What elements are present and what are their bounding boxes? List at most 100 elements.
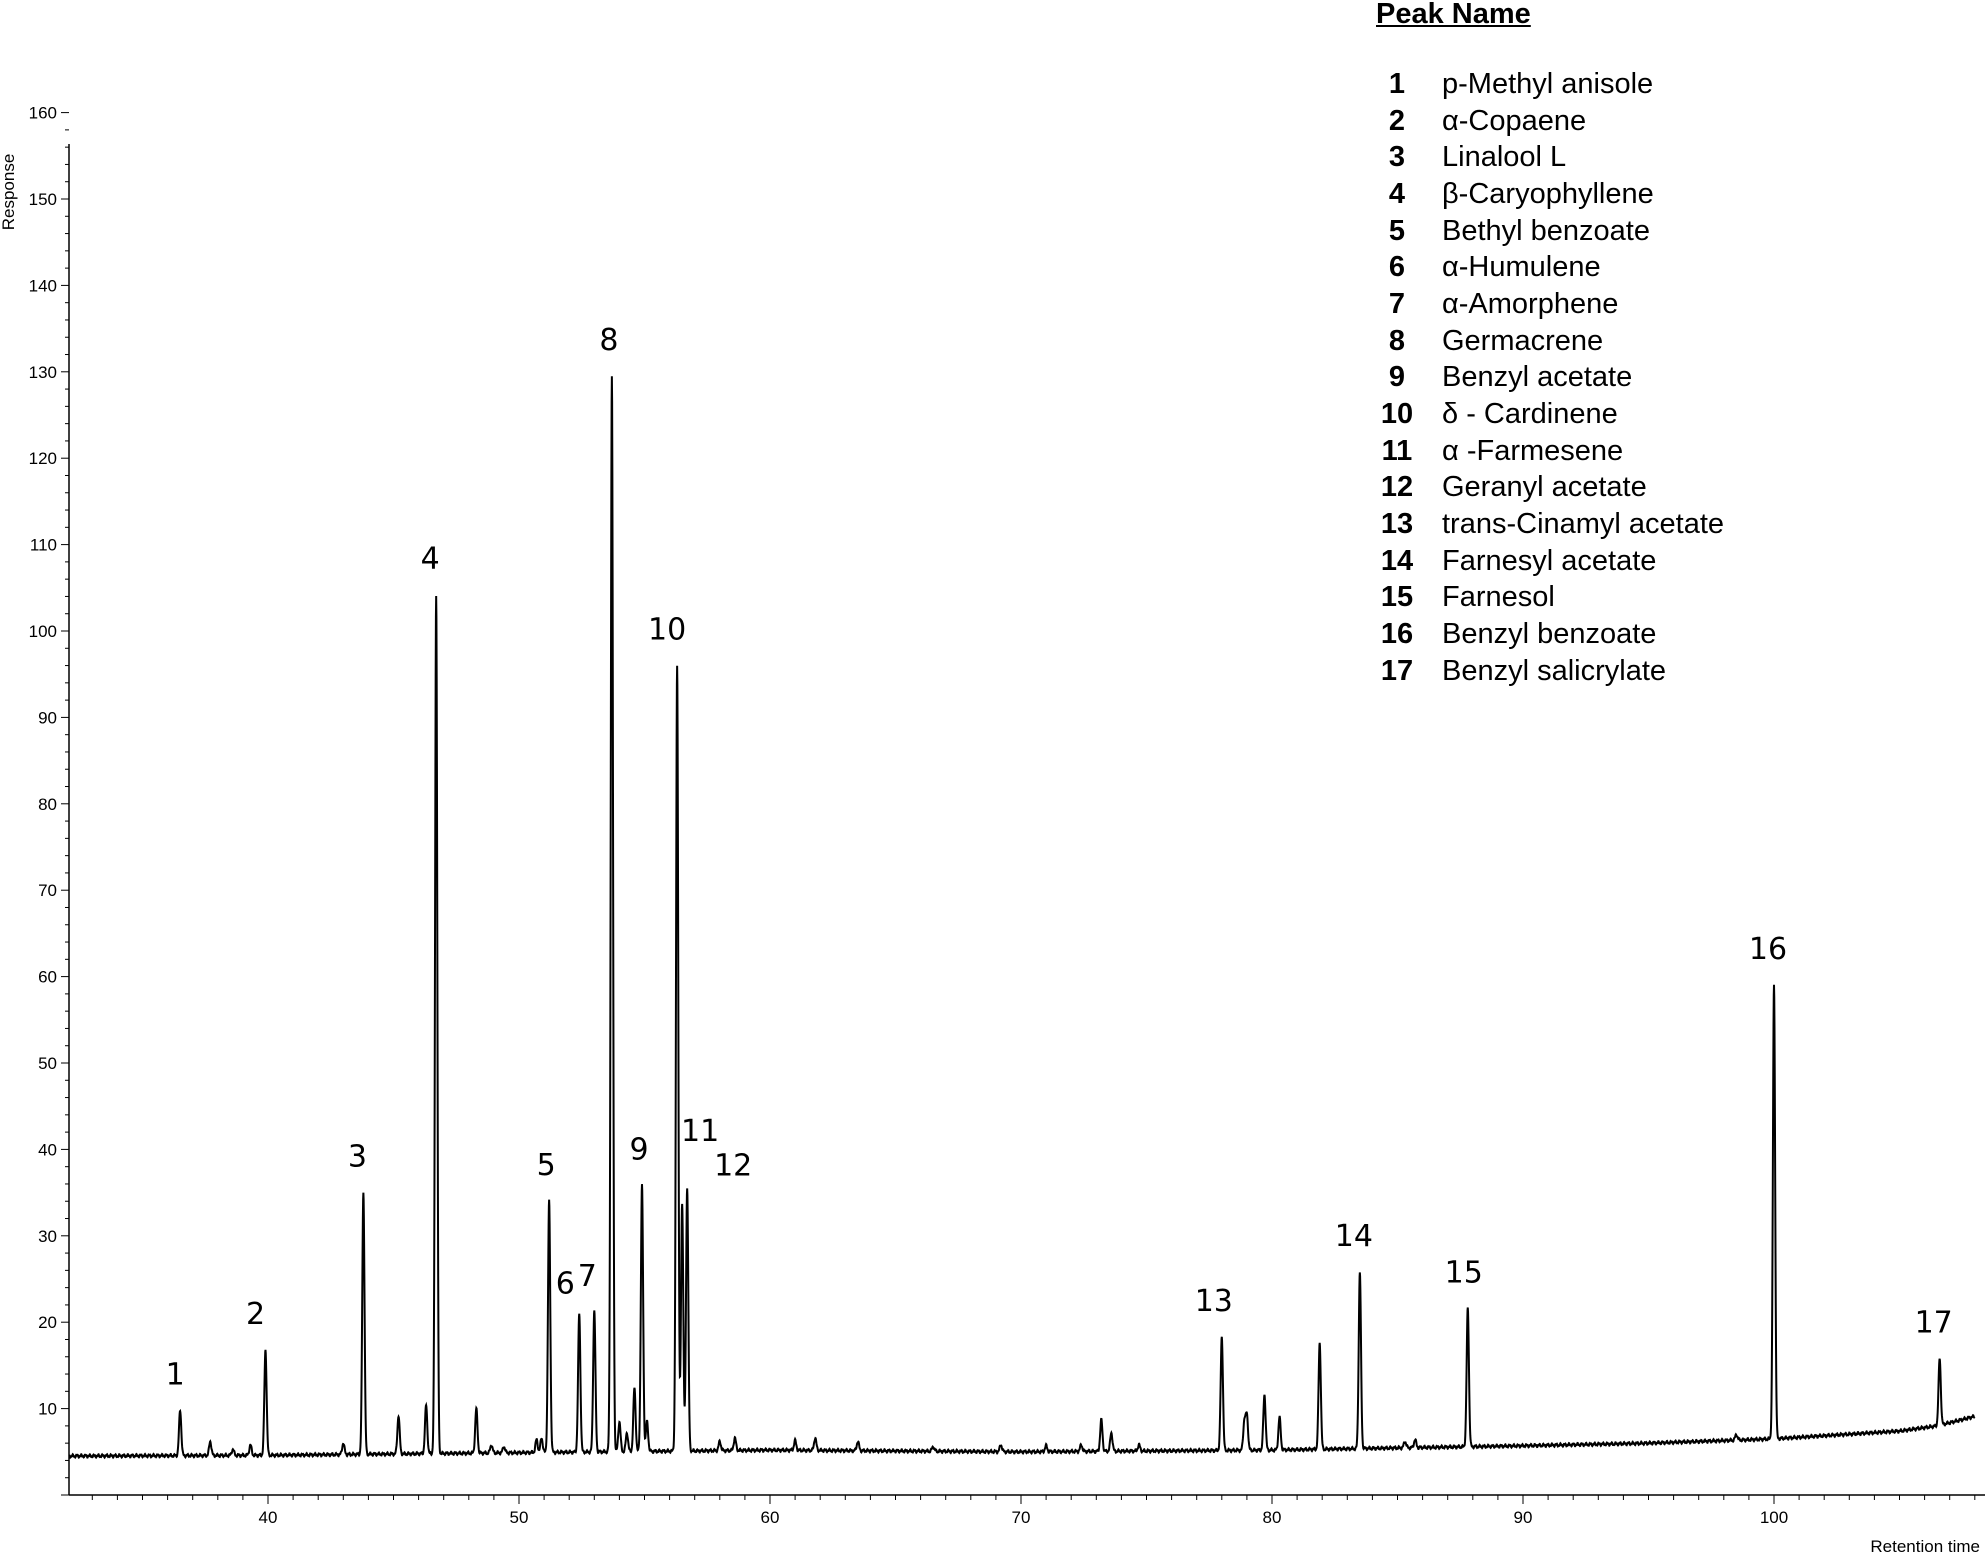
legend-entry-name: α-Amorphene (1442, 287, 1619, 320)
legend-entry-name: α -Farmesene (1442, 434, 1624, 467)
x-tick-label: 50 (510, 1508, 529, 1527)
legend-entry: 14 Farnesyl acetate (1376, 543, 1976, 580)
legend-title: Peak Name (1376, 0, 1531, 30)
legend-entry-name: δ - Cardinene (1442, 398, 1618, 431)
x-axis-title: Retention time (1870, 1537, 1980, 1556)
legend-entry: 17 Benzyl salicrylate (1376, 653, 1976, 690)
legend-entry: 8 Germacrene (1376, 323, 1976, 360)
legend-entry-number: 10 (1380, 398, 1414, 431)
legend-entry-number: 5 (1388, 214, 1406, 247)
peak-label-14: 14 (1335, 1219, 1373, 1254)
legend-entry: 15 Farnesol (1376, 580, 1976, 617)
legend-entry-number: 13 (1380, 508, 1414, 541)
legend-entry: 10 δ - Cardinene (1376, 396, 1976, 433)
y-axis-title: Response (0, 154, 18, 231)
legend-entry-number: 1 (1388, 67, 1406, 100)
legend-list: 1 p-Methyl anisole 2 α-Copaene 3 Linalool L 4 β… (1376, 66, 1976, 690)
legend-entry-number: 2 (1388, 104, 1406, 137)
legend-entry-name: α-Copaene (1442, 104, 1587, 137)
x-tick-label: 90 (1514, 1508, 1533, 1527)
peak-label-6: 6 (556, 1267, 575, 1302)
legend-entry-name: Germacrene (1442, 324, 1604, 357)
peak-legend: Peak Name 1 p-Methyl anisole 2 α-Copaene 3 Li… (1376, 0, 1976, 690)
legend-entry-name: Farnesyl acetate (1442, 544, 1657, 577)
y-tick-label: 30 (38, 1227, 57, 1246)
peak-label-7: 7 (578, 1259, 597, 1294)
legend-entry: 12 Geranyl acetate (1376, 470, 1976, 507)
peak-label-17: 17 (1915, 1305, 1953, 1340)
y-tick-label: 120 (29, 449, 57, 468)
x-tick-label: 70 (1012, 1508, 1031, 1527)
peak-label-11: 11 (681, 1114, 719, 1149)
legend-entry-number: 8 (1388, 324, 1406, 357)
legend-entry-number: 17 (1380, 654, 1414, 687)
legend-entry-number: 3 (1388, 141, 1406, 174)
legend-entry: 6 α-Humulene (1376, 249, 1976, 286)
x-axis: 40 50 60 70 80 90 100 (69, 1494, 1985, 1527)
y-axis: 10 20 30 40 50 60 70 80 90 100 110 120 130 140 150 160 (29, 104, 70, 1496)
y-tick-label: 150 (29, 190, 57, 209)
peak-label-2: 2 (246, 1297, 265, 1332)
y-tick-label: 80 (38, 795, 57, 814)
legend-entry-name: Geranyl acetate (1442, 471, 1647, 504)
chromatogram-trace (68, 376, 1976, 1460)
peak-label-12: 12 (714, 1148, 752, 1183)
legend-entry: 13 trans-Cinamyl acetate (1376, 506, 1976, 543)
peak-label-13: 13 (1195, 1284, 1233, 1319)
legend-entry-number: 15 (1380, 581, 1414, 614)
legend-entry: 2 α-Copaene (1376, 103, 1976, 140)
y-tick-label: 20 (38, 1313, 57, 1332)
legend-entry-name: Linalool L (1442, 141, 1567, 174)
y-tick-label: 90 (38, 708, 57, 727)
legend-entry-name: Benzyl benzoate (1442, 618, 1657, 651)
legend-entry-name: trans-Cinamyl acetate (1442, 508, 1725, 541)
legend-entry-name: Benzyl salicrylate (1442, 654, 1667, 687)
legend-entry-name: Bethyl benzoate (1442, 214, 1650, 247)
y-tick-label: 70 (38, 881, 57, 900)
legend-entry: 9 Benzyl acetate (1376, 360, 1976, 397)
y-tick-label: 100 (29, 622, 57, 641)
legend-entry-name: α-Humulene (1442, 251, 1601, 284)
legend-entry-number: 14 (1380, 544, 1414, 577)
legend-entry-name: β-Caryophyllene (1442, 177, 1654, 210)
legend-entry: 1 p-Methyl anisole (1376, 66, 1976, 103)
legend-entry-number: 11 (1381, 434, 1413, 467)
legend-entry: 16 Benzyl benzoate (1376, 616, 1976, 653)
x-tick-label: 60 (761, 1508, 780, 1527)
x-tick-label: 100 (1760, 1508, 1788, 1527)
y-tick-label: 110 (30, 536, 57, 555)
peak-label-3: 3 (348, 1140, 367, 1175)
peak-label-4: 4 (421, 542, 440, 577)
legend-entry: 7 α-Amorphene (1376, 286, 1976, 323)
y-tick-label: 10 (38, 1400, 57, 1419)
legend-entry: 4 β-Caryophyllene (1376, 176, 1976, 213)
legend-entry-name: Benzyl acetate (1442, 361, 1633, 394)
x-tick-label: 40 (259, 1508, 278, 1527)
legend-entry-name: Farnesol (1442, 581, 1555, 614)
peak-label-1: 1 (166, 1357, 185, 1392)
legend-entry: 5 Bethyl benzoate (1376, 213, 1976, 250)
y-tick-label: 60 (38, 968, 57, 987)
peak-label-9: 9 (629, 1133, 648, 1168)
y-tick-label: 140 (29, 276, 57, 295)
peak-label-16: 16 (1749, 932, 1787, 967)
legend-entry: 3 Linalool L (1376, 139, 1976, 176)
peak-label-15: 15 (1445, 1255, 1483, 1290)
y-tick-label: 130 (29, 363, 57, 382)
peak-label-10: 10 (648, 613, 686, 648)
peak-label-5: 5 (537, 1148, 556, 1183)
legend-entry-number: 6 (1388, 251, 1406, 284)
y-tick-label: 40 (38, 1140, 57, 1159)
legend-entry-number: 7 (1388, 287, 1406, 320)
x-tick-label: 80 (1263, 1508, 1282, 1527)
y-tick-label: 50 (38, 1054, 57, 1073)
y-tick-label: 160 (29, 104, 57, 123)
peak-label-8: 8 (599, 323, 618, 358)
legend-entry-number: 9 (1388, 361, 1406, 394)
legend-entry-number: 4 (1388, 177, 1406, 210)
legend-entry-number: 16 (1380, 618, 1414, 651)
legend-entry-number: 12 (1380, 471, 1414, 504)
legend-entry: 11 α -Farmesene (1376, 433, 1976, 470)
